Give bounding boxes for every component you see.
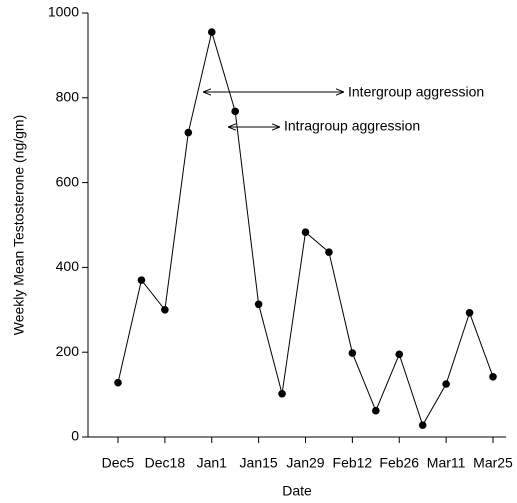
x-tick-label: Jan15 [240, 455, 278, 471]
x-tick-label: Dec18 [145, 455, 186, 471]
y-tick-label: 0 [71, 428, 79, 444]
y-tick-label: 800 [56, 89, 80, 105]
x-tick-label: Mar11 [427, 455, 466, 471]
data-point [418, 421, 427, 429]
y-axis-label: Weekly Mean Testosterone (ng/gm) [11, 115, 27, 335]
data-point [465, 308, 474, 317]
data-point [114, 378, 122, 387]
x-tick-label: Feb12 [333, 455, 373, 471]
y-tick-label: 200 [56, 343, 80, 359]
data-point [137, 276, 146, 284]
data-point [348, 349, 357, 357]
y-tick-label: 1000 [48, 4, 79, 20]
data-point [278, 389, 286, 398]
data-point [254, 300, 263, 309]
x-tick-label: Dec5 [102, 455, 135, 471]
data-point [372, 406, 380, 415]
y-tick-label: 400 [56, 258, 80, 274]
y-tick-label: 600 [56, 173, 80, 189]
annotation: Intergroup aggression [348, 84, 484, 100]
data-point [325, 248, 333, 256]
data-point [207, 28, 216, 36]
data-point [395, 350, 404, 359]
x-tick-label: Feb26 [379, 455, 419, 471]
x-tick-label: Jan1 [197, 455, 228, 471]
x-tick-label: Mar25 [473, 455, 513, 471]
data-point [489, 372, 497, 381]
data-point [442, 380, 450, 388]
data-point [161, 306, 169, 314]
annotation: Intragroup aggression [284, 118, 420, 134]
x-axis-label: Date [282, 483, 312, 499]
data-point [231, 107, 239, 116]
x-tick-label: Jan29 [286, 455, 324, 471]
data-point [301, 228, 310, 237]
data-point [184, 128, 193, 137]
